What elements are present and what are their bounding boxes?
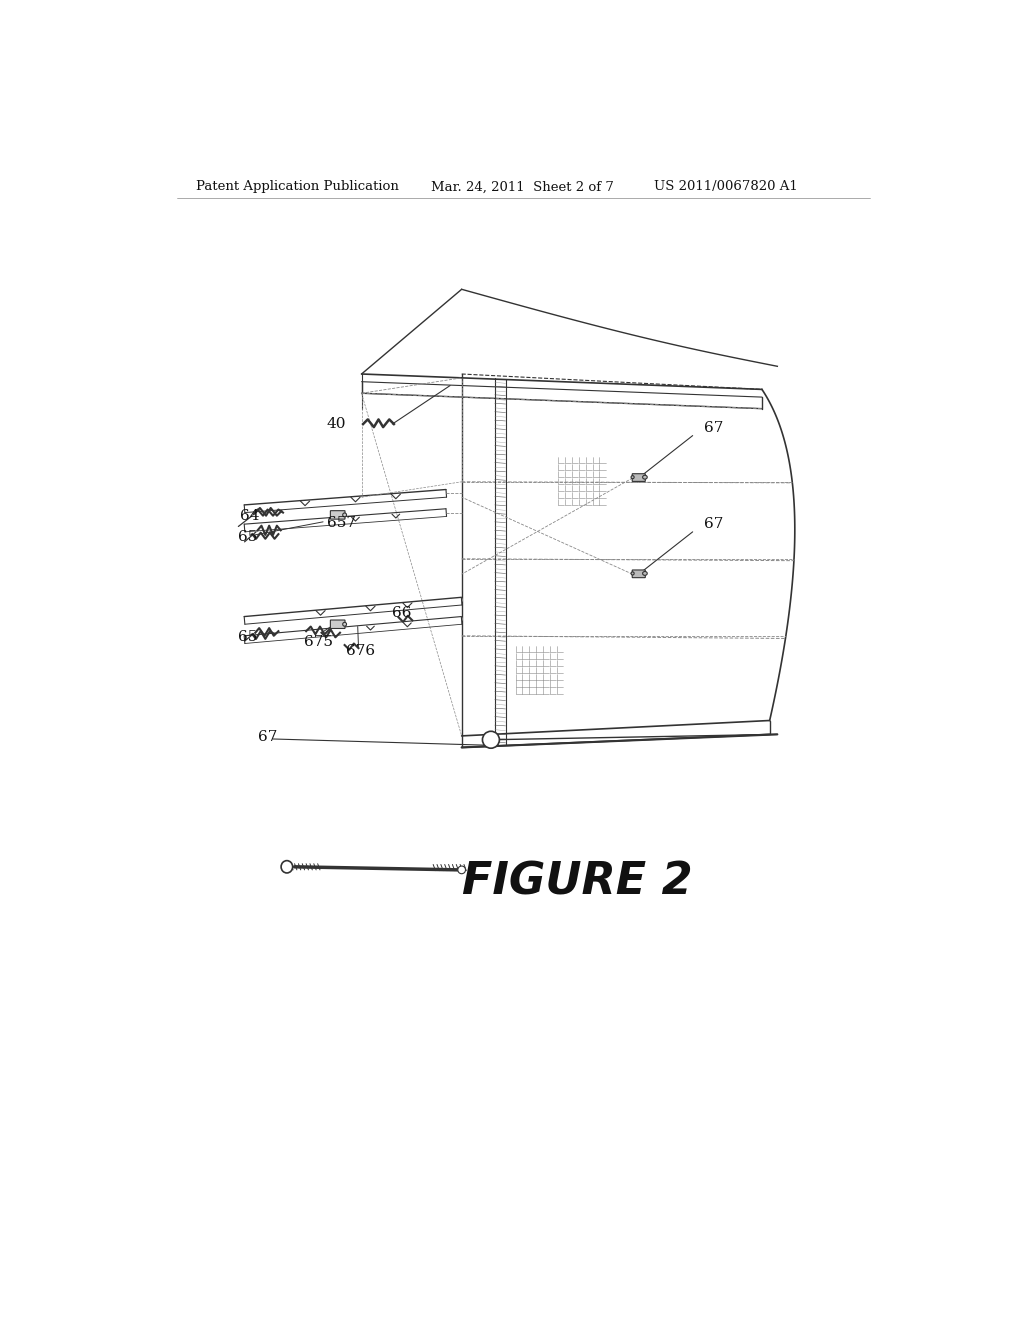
Text: 67: 67 [258, 730, 276, 744]
Text: 67: 67 [705, 517, 724, 531]
Text: 657: 657 [327, 516, 356, 531]
Text: FIGURE 2: FIGURE 2 [462, 861, 692, 904]
Ellipse shape [482, 731, 500, 748]
FancyBboxPatch shape [632, 474, 645, 482]
FancyBboxPatch shape [331, 511, 345, 519]
Text: 65: 65 [239, 631, 258, 644]
Text: 67: 67 [705, 421, 724, 434]
FancyBboxPatch shape [632, 570, 645, 578]
Ellipse shape [643, 572, 647, 576]
Ellipse shape [631, 475, 634, 479]
Text: 64: 64 [240, 510, 259, 524]
Text: 676: 676 [346, 644, 375, 659]
Ellipse shape [643, 475, 647, 479]
Ellipse shape [343, 622, 346, 626]
Text: 675: 675 [304, 635, 333, 649]
Text: 65: 65 [239, 531, 258, 544]
FancyBboxPatch shape [331, 620, 345, 628]
Ellipse shape [458, 866, 466, 874]
Text: 66: 66 [392, 606, 412, 619]
Text: 40: 40 [327, 417, 346, 432]
Ellipse shape [282, 861, 293, 873]
Text: Mar. 24, 2011  Sheet 2 of 7: Mar. 24, 2011 Sheet 2 of 7 [431, 181, 613, 194]
Ellipse shape [631, 572, 634, 576]
Text: Patent Application Publication: Patent Application Publication [196, 181, 399, 194]
Ellipse shape [343, 513, 346, 517]
Text: US 2011/0067820 A1: US 2011/0067820 A1 [654, 181, 798, 194]
